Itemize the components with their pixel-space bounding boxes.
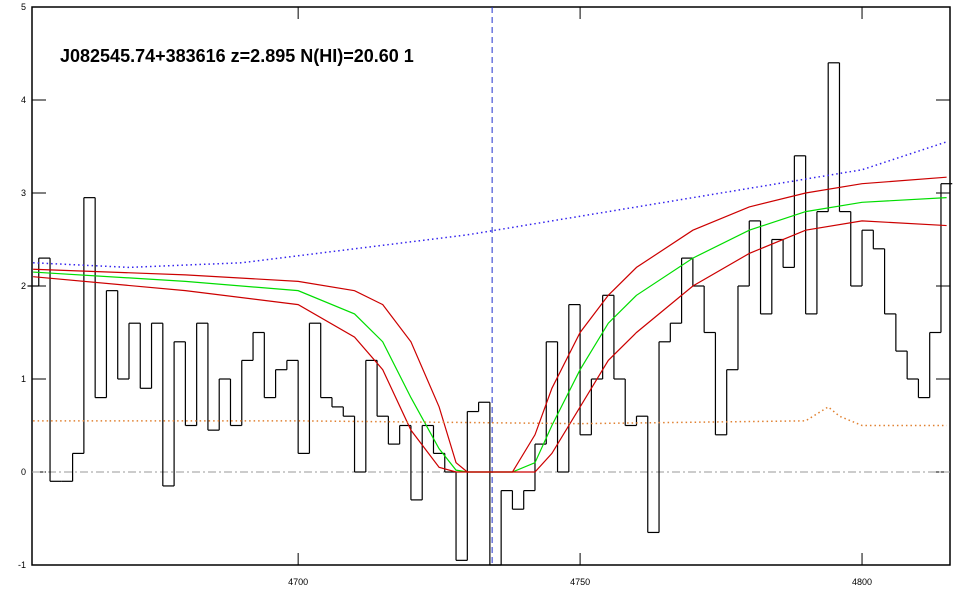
plot-frame [31, 6, 951, 566]
line-model-upper [33, 176, 947, 473]
line-model-lower [33, 220, 947, 473]
y-tick-label: 5 [21, 2, 26, 12]
y-tick-label: 1 [21, 374, 26, 384]
line-model [33, 197, 947, 473]
line-continuum [33, 141, 947, 269]
x-tick-label: 4750 [570, 577, 590, 587]
x-tick-label: 4700 [288, 577, 308, 587]
y-tick-label: 0 [21, 467, 26, 477]
x-tick-label: 4800 [852, 577, 872, 587]
y-tick-label: 3 [21, 188, 26, 198]
y-tick-label: 2 [21, 281, 26, 291]
chart-title: J082545.74+383616 z=2.895 N(HI)=20.60 1 [60, 46, 414, 66]
y-tick-label: -1 [18, 560, 26, 570]
y-tick-label: 4 [21, 95, 26, 105]
